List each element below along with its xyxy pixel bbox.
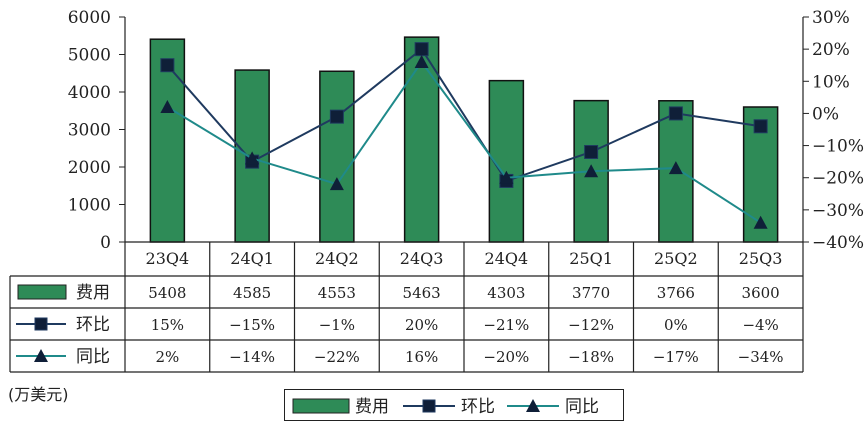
yoy-point-24Q3	[414, 55, 429, 68]
table-cell: −18%	[568, 348, 614, 366]
table-cell: −20%	[483, 348, 529, 366]
mom-point-24Q3	[414, 42, 429, 57]
legend-marker-square	[422, 399, 436, 413]
table-cell: 5463	[403, 284, 441, 302]
mom-point-24Q2	[329, 109, 344, 124]
yoy-point-25Q3	[753, 215, 768, 229]
table-cell: 16%	[405, 348, 438, 366]
mom-point-25Q3	[753, 119, 768, 134]
x-category-label: 24Q4	[485, 249, 529, 268]
x-category-label: 23Q4	[146, 249, 190, 268]
y-right-tick-label: −20%	[812, 169, 864, 189]
y-right-tick-label: −30%	[812, 201, 864, 221]
y-right-tick-label: 10%	[812, 72, 850, 92]
legend-label-bar: 费用	[355, 397, 389, 417]
x-category-label: 25Q1	[569, 249, 613, 268]
table-row-label: 环比	[76, 315, 110, 335]
x-category-label: 25Q2	[654, 249, 698, 268]
table-legend-swatch-bar	[17, 284, 67, 300]
yoy-point-23Q4	[160, 100, 175, 113]
legend: 费用 环比 同比	[284, 389, 624, 421]
table-cell: 4553	[318, 284, 356, 302]
mom-point-25Q2	[668, 106, 683, 121]
table-cell: −1%	[319, 316, 355, 334]
y-right-tick-label: 20%	[812, 40, 850, 60]
y-left-tick-label: 3000	[68, 121, 111, 141]
table-row-label: 费用	[76, 283, 110, 303]
bar-23Q4	[149, 38, 186, 243]
y-left-tick-label: 2000	[68, 158, 111, 178]
y-left-tick-label: 0	[100, 233, 111, 253]
yoy-point-24Q4	[499, 170, 514, 184]
table-legend-square	[34, 317, 48, 331]
table-cell: 15%	[151, 316, 184, 334]
table-cell: 3600	[742, 284, 780, 302]
y-right-tick-label: 0%	[812, 104, 839, 124]
table-cell: −34%	[738, 348, 784, 366]
table-cell: −12%	[568, 316, 614, 334]
mom-point-23Q4	[160, 58, 175, 73]
yoy-point-25Q2	[668, 161, 683, 175]
legend-label-mom: 环比	[461, 397, 495, 417]
table-cell: −14%	[229, 348, 275, 366]
table-cell: −15%	[229, 316, 275, 334]
table-legend-triangle	[34, 349, 48, 362]
legend-label-yoy: 同比	[565, 397, 599, 417]
mom-line	[166, 47, 761, 183]
yoy-line	[166, 60, 762, 224]
yoy-point-24Q2	[329, 177, 344, 191]
y-right-tick-label: −10%	[812, 137, 864, 157]
table-row-label: 同比	[76, 347, 110, 367]
table-cell: −17%	[653, 348, 699, 366]
table-cell: 3770	[572, 284, 610, 302]
table-cell: −21%	[483, 316, 529, 334]
y-left-tick-label: 4000	[68, 83, 111, 103]
table-cell: 3766	[657, 284, 695, 302]
y-right-tick-label: −40%	[812, 233, 864, 253]
table-cell: 4585	[233, 284, 271, 302]
x-category-label: 24Q2	[315, 249, 359, 268]
chart: 6000 5000 4000 3000 2000 1000 0 30% 20% 10% 0% −10…	[9, 8, 864, 373]
y-left-tick-label: 6000	[68, 8, 111, 28]
yoy-point-25Q1	[584, 164, 599, 178]
unit-label: (万美元)	[8, 385, 69, 404]
mom-point-25Q1	[584, 145, 599, 159]
table-cell: 0%	[664, 316, 688, 334]
y-left-tick-label: 5000	[68, 46, 111, 66]
x-category-label: 25Q3	[739, 249, 783, 268]
legend-swatch-bar	[292, 398, 350, 414]
x-category-label: 24Q1	[230, 249, 274, 268]
bar-24Q2	[319, 70, 355, 243]
y-right-tick-label: 30%	[812, 8, 850, 28]
y-left-tick-label: 1000	[68, 196, 111, 216]
x-category-label: 24Q3	[400, 249, 444, 268]
table-cell: 2%	[155, 348, 179, 366]
table-cell: −4%	[742, 316, 778, 334]
legend-marker-triangle	[526, 399, 540, 412]
bar-24Q3	[403, 36, 440, 243]
table-cell: 5408	[148, 284, 186, 302]
table-cell: 20%	[405, 316, 438, 334]
table-cell: −22%	[314, 348, 360, 366]
table-cell: 4303	[487, 284, 525, 302]
yoy-point-24Q1	[245, 151, 260, 165]
